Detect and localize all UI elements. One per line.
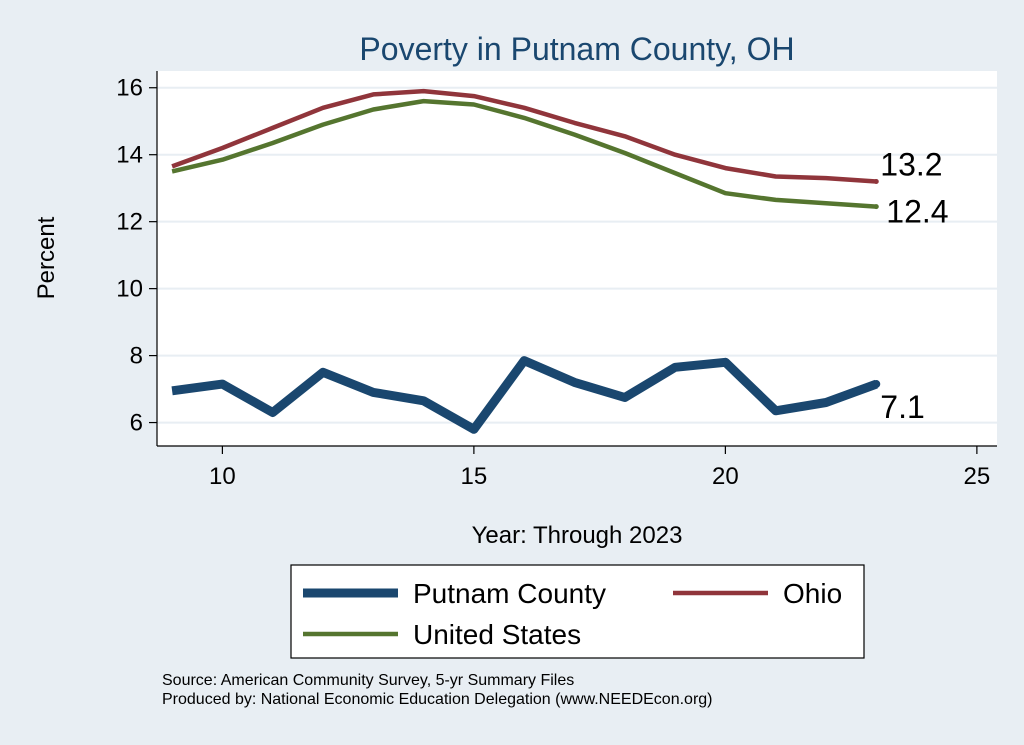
poverty-chart: Poverty in Putnam County, OH 6 8 10 12 14 16 1… <box>33 31 997 659</box>
y-tick-label: 14 <box>116 142 143 169</box>
legend-label: United States <box>413 619 581 650</box>
y-tick-label: 10 <box>116 276 143 303</box>
x-tick-label: 15 <box>461 463 488 490</box>
series-end-point <box>872 380 881 389</box>
end-label-united-states: 12.4 <box>886 194 948 230</box>
y-tick-label: 8 <box>130 343 143 370</box>
producer-line: Produced by: National Economic Education… <box>162 691 713 708</box>
data-series <box>171 88 881 434</box>
y-tick-label: 16 <box>116 75 143 102</box>
x-tick-label: 20 <box>712 463 739 490</box>
axes: 6 8 10 12 14 16 10 15 20 25 <box>116 71 997 490</box>
legend-label: Ohio <box>783 578 842 609</box>
source-line: Source: American Community Survey, 5-yr … <box>162 672 575 689</box>
series-line-ohio <box>171 88 877 184</box>
x-tick-label: 10 <box>209 463 236 490</box>
y-axis-label: Percent <box>33 216 60 299</box>
series-line-putnam-county <box>171 356 878 434</box>
end-labels: 7.1 13.2 12.4 <box>880 146 948 425</box>
y-tick-label: 12 <box>116 209 143 236</box>
series-line-united-states <box>171 98 877 209</box>
x-tick-label: 25 <box>964 463 991 490</box>
series-end-point <box>873 178 879 184</box>
x-axis-label: Year: Through 2023 <box>472 522 683 549</box>
series-end-point <box>873 204 879 210</box>
legend-label: Putnam County <box>413 578 606 609</box>
y-tick-label: 6 <box>130 410 143 437</box>
legend-box <box>290 564 865 659</box>
source-notes: Source: American Community Survey, 5-yr … <box>162 671 713 709</box>
gridlines <box>157 86 997 424</box>
legend: Putnam County Ohio United States <box>290 564 865 659</box>
chart-title: Poverty in Putnam County, OH <box>359 31 794 67</box>
end-label-putnam-county: 7.1 <box>880 389 924 425</box>
end-label-ohio: 13.2 <box>880 146 942 182</box>
